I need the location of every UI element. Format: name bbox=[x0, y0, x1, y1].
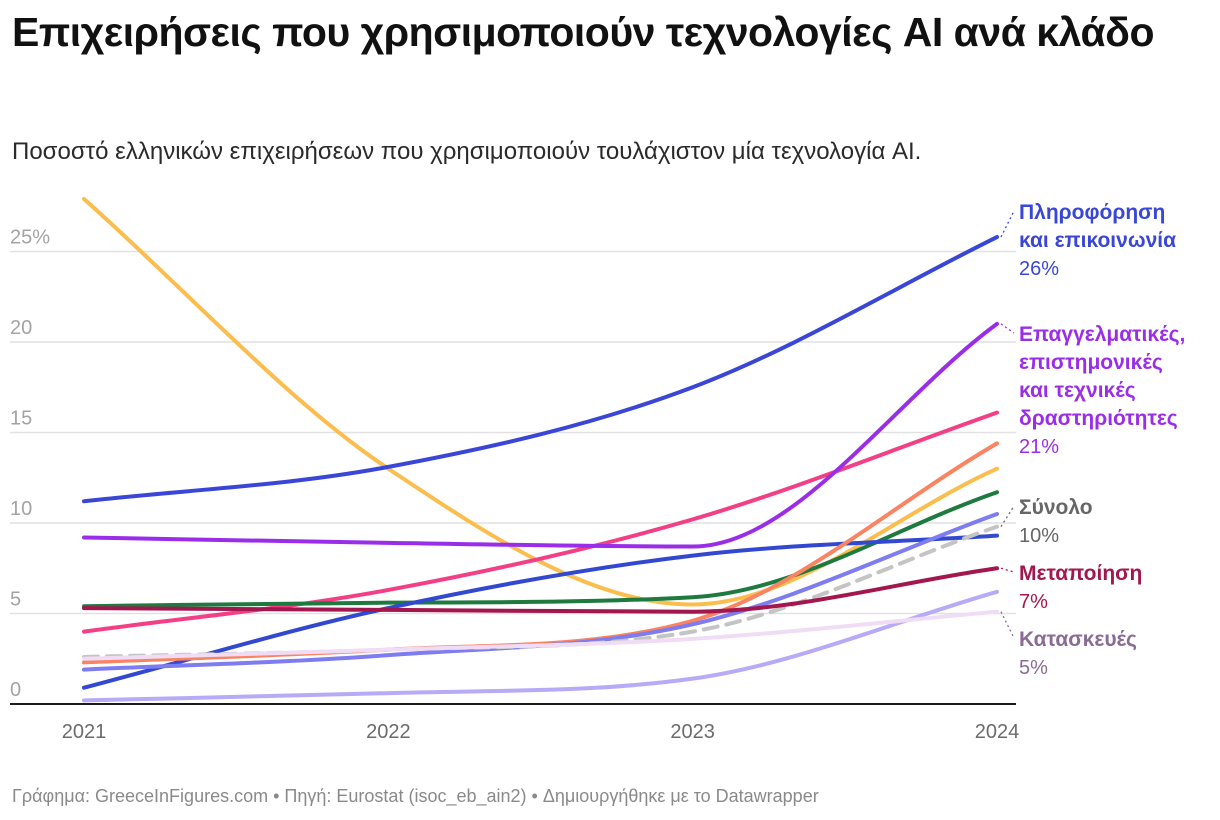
y-tick-label: 15 bbox=[10, 408, 32, 430]
series-label: Μεταποίηση bbox=[1019, 562, 1142, 585]
series-value-label: 26% bbox=[1019, 258, 1059, 280]
label-connector bbox=[1000, 210, 1015, 238]
label-connector bbox=[1000, 611, 1015, 639]
label-connectors bbox=[1000, 210, 1015, 639]
y-tick-label: 25% bbox=[10, 227, 50, 249]
series-label: Πληροφόρηση bbox=[1019, 201, 1165, 224]
series-label: Κατασκευές bbox=[1019, 628, 1137, 651]
series-label: Επαγγελματικές, bbox=[1019, 323, 1185, 346]
series-line bbox=[82, 235, 999, 504]
series-lines bbox=[82, 197, 999, 703]
y-tick-label: 20 bbox=[10, 317, 32, 339]
label-connector bbox=[1000, 505, 1015, 527]
chart-subtitle: Ποσοστό ελληνικών επιχειρήσεων που χρησι… bbox=[12, 138, 922, 165]
series-label: Σύνολο bbox=[1019, 496, 1093, 519]
series-label: και τεχνικές bbox=[1019, 379, 1136, 402]
y-tick-label: 0 bbox=[10, 679, 21, 701]
series-label: δραστηριότητες bbox=[1019, 407, 1178, 430]
x-tick-label: 2024 bbox=[975, 721, 1020, 743]
label-connector bbox=[1000, 323, 1015, 334]
series-line bbox=[82, 441, 999, 665]
y-tick-label: 10 bbox=[10, 498, 32, 520]
series-value-label: 21% bbox=[1019, 436, 1059, 458]
series-line bbox=[82, 490, 999, 609]
line-chart: 0 5 10 15 20 25% 2021 2022 2023 2024 Πληροφόρηση… bbox=[10, 197, 1185, 743]
series-label: επιστημονικές bbox=[1019, 351, 1163, 374]
series-line bbox=[82, 589, 999, 703]
label-connector bbox=[1000, 567, 1015, 573]
series-line bbox=[82, 410, 999, 634]
gridlines bbox=[10, 250, 1016, 705]
y-tick-label: 5 bbox=[10, 589, 21, 611]
x-axis-ticks: 2021 2022 2023 2024 bbox=[62, 721, 1020, 743]
series-value-label: 7% bbox=[1019, 591, 1048, 613]
chart-title: Επιχειρήσεις που χρησιμοποιούν τεχνολογί… bbox=[12, 9, 1155, 55]
series-value-label: 10% bbox=[1019, 525, 1059, 547]
series-line bbox=[82, 566, 999, 614]
x-tick-label: 2022 bbox=[366, 721, 411, 743]
series-line bbox=[82, 321, 999, 549]
y-axis-ticks: 0 5 10 15 20 25% bbox=[10, 227, 50, 702]
x-tick-label: 2023 bbox=[670, 721, 715, 743]
x-tick-label: 2021 bbox=[62, 721, 107, 743]
series-line bbox=[82, 609, 999, 661]
series-value-label: 5% bbox=[1019, 657, 1048, 679]
series-labels: Πληροφόρηση και επικοινωνία 26% Επαγγελματι… bbox=[1019, 201, 1185, 679]
series-label: και επικοινωνία bbox=[1019, 229, 1176, 252]
chart-footer: Γράφημα: GreeceInFigures.com • Πηγή: Eur… bbox=[12, 786, 819, 806]
